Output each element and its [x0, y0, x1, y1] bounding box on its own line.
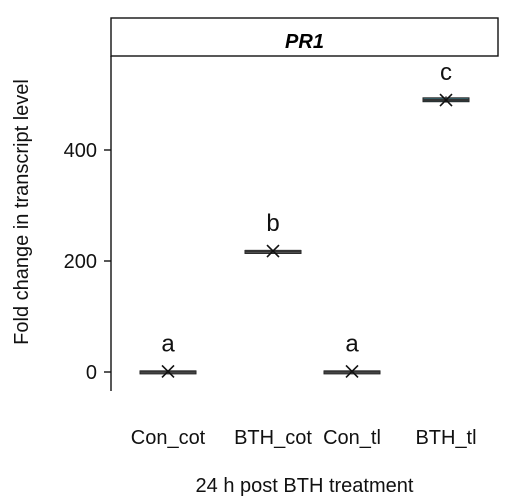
- y-tick-label-0: 0: [86, 362, 97, 384]
- y-axis-title: Fold change in transcript level: [11, 79, 33, 345]
- title-strip: [110, 17, 499, 57]
- mean-marker-Con_tl: [345, 364, 359, 379]
- chart-marks: a b a c: [139, 59, 470, 379]
- mean-marker-BTH_cot: [266, 244, 280, 258]
- x-tick-label-Con_cot: Con_cot: [131, 427, 206, 449]
- significance-letter-Con_tl: a: [345, 330, 359, 357]
- significance-letter-BTH_cot: b: [266, 210, 279, 237]
- mean-marker-BTH_tl: [439, 93, 453, 107]
- plot-area: PR1 0 200 400 Fold change in transcript le…: [11, 17, 499, 497]
- y-ticks: 0 200 400: [64, 140, 111, 384]
- x-tick-label-BTH_cot: BTH_cot: [234, 427, 312, 449]
- x-tick-label-BTH_tl: BTH_tl: [415, 427, 476, 449]
- y-tick-label-400: 400: [64, 140, 97, 162]
- mean-marker-Con_cot: [161, 364, 175, 379]
- chart-title: PR1: [285, 31, 324, 53]
- x-tick-labels: Con_cot BTH_cot Con_tl BTH_tl: [131, 427, 477, 449]
- y-tick-label-200: 200: [64, 251, 97, 273]
- significance-letter-Con_cot: a: [161, 330, 175, 357]
- x-tick-label-Con_tl: Con_tl: [323, 427, 381, 449]
- significance-letter-BTH_tl: c: [440, 59, 452, 86]
- x-axis-title: 24 h post BTH treatment: [196, 475, 414, 497]
